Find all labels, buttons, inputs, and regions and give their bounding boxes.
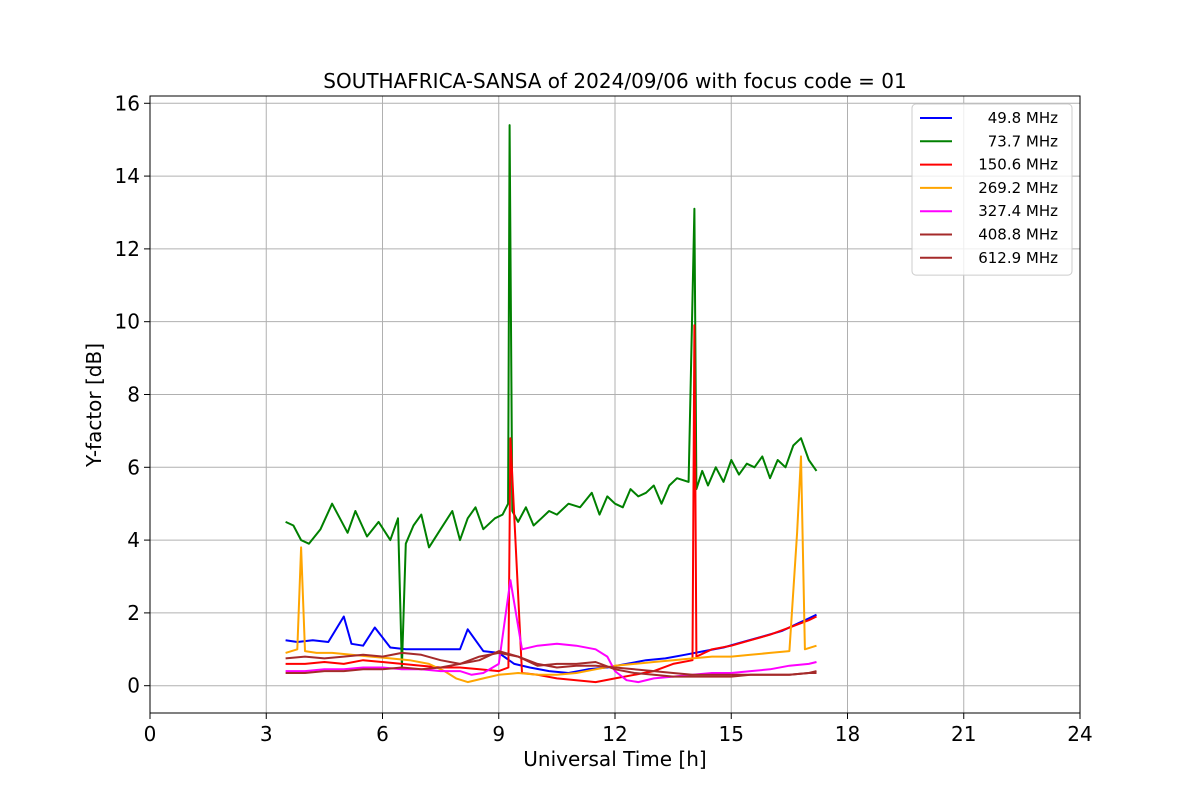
x-tick-label: 24 bbox=[1067, 722, 1092, 746]
x-tick-label: 6 bbox=[376, 722, 389, 746]
series-line-408-8-mhz bbox=[285, 651, 817, 676]
series-line-612-9-mhz bbox=[285, 650, 817, 678]
x-tick-label: 3 bbox=[260, 722, 273, 746]
x-axis-label: Universal Time [h] bbox=[523, 747, 706, 771]
y-tick-label: 2 bbox=[127, 601, 140, 625]
y-tick-label: 0 bbox=[127, 674, 140, 698]
legend: 49.8 MHz 73.7 MHz 150.6 MHz 269.2 MHz 327.4 … bbox=[911, 103, 1073, 276]
series-line-150-6-mhz bbox=[285, 324, 817, 684]
x-tick-label: 15 bbox=[719, 722, 744, 746]
y-axis-label: Y-factor [dB] bbox=[82, 343, 106, 468]
legend-entry-label: 49.8 MHz bbox=[988, 109, 1058, 127]
x-tick-label: 21 bbox=[951, 722, 976, 746]
x-axis: 0 3 6 9 12 15 18 21 24 bbox=[144, 713, 1093, 746]
legend-entry-label: 150.6 MHz bbox=[978, 156, 1058, 174]
legend-entry-label: 269.2 MHz bbox=[978, 179, 1058, 197]
legend-entry-label: 327.4 MHz bbox=[978, 202, 1058, 220]
series-group bbox=[285, 124, 818, 684]
y-tick-label: 14 bbox=[115, 164, 140, 188]
series-line-269-2-mhz bbox=[285, 455, 817, 684]
y-axis: 0 2 4 6 8 10 12 14 16 bbox=[115, 91, 150, 698]
x-tick-label: 9 bbox=[492, 722, 505, 746]
y-tick-label: 4 bbox=[127, 528, 140, 552]
y-tick-label: 12 bbox=[115, 237, 140, 261]
y-tick-label: 8 bbox=[127, 382, 140, 406]
y-tick-label: 10 bbox=[115, 310, 140, 334]
y-tick-label: 6 bbox=[127, 455, 140, 479]
x-tick-label: 0 bbox=[144, 722, 157, 746]
y-tick-label: 16 bbox=[115, 91, 140, 115]
legend-entry-label: 612.9 MHz bbox=[978, 249, 1058, 267]
chart-title: SOUTHAFRICA-SANSA of 2024/09/06 with foc… bbox=[323, 69, 907, 93]
x-tick-label: 12 bbox=[602, 722, 627, 746]
legend-box bbox=[911, 103, 1073, 276]
x-tick-label: 18 bbox=[835, 722, 860, 746]
legend-entry-label: 73.7 MHz bbox=[988, 132, 1058, 150]
legend-entry-label: 408.8 MHz bbox=[978, 226, 1058, 244]
series-line-73-7-mhz bbox=[285, 124, 818, 669]
